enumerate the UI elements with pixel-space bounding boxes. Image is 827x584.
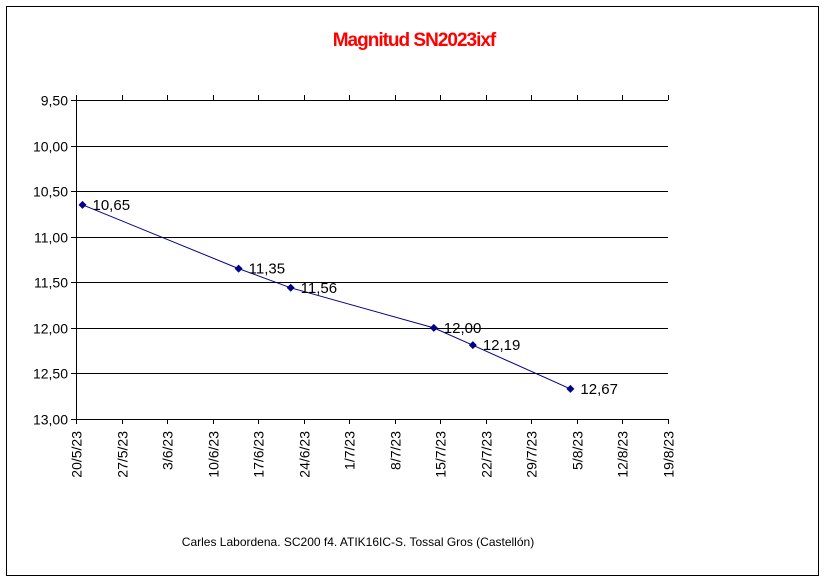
x-tick-label: 19/8/23 — [661, 431, 677, 478]
data-label: 11,56 — [301, 280, 337, 297]
x-tick-label: 20/5/23 — [69, 431, 85, 478]
y-tick-label: 9,50 — [41, 93, 68, 109]
chart-title: Magnitud SN2023ixf — [333, 30, 497, 51]
x-tick-label: 27/5/23 — [115, 431, 131, 478]
x-tick-label: 3/6/23 — [160, 431, 176, 470]
gridlines — [76, 100, 668, 374]
data-markers — [78, 200, 575, 393]
y-tick-label: 11,00 — [34, 230, 68, 246]
y-tick-label: 11,50 — [34, 275, 68, 291]
x-tick-label: 17/6/23 — [251, 431, 267, 478]
data-label: 11,35 — [249, 261, 285, 278]
y-tick-label: 10,50 — [33, 184, 68, 200]
y-tick-label: 12,50 — [33, 366, 68, 382]
y-tick-labels: 9,50 10,00 10,50 11,00 11,50 12,00 12,50 13,00 — [33, 93, 68, 428]
chart-footer: Carles Labordena. SC200 f4. ATIK16IC-S. … — [182, 535, 534, 549]
x-tick-labels: 20/5/23 27/5/23 3/6/23 10/6/23 17/6/23 24/6/2… — [69, 431, 677, 478]
y-tick-label: 12,00 — [33, 321, 68, 337]
data-point-marker — [234, 264, 243, 273]
y-tick-label: 10,00 — [33, 139, 68, 155]
data-point-marker — [78, 200, 87, 209]
data-point-marker — [286, 283, 295, 292]
data-label: 12,00 — [444, 320, 482, 337]
x-tick-label: 24/6/23 — [297, 431, 313, 478]
x-tick-label: 10/6/23 — [206, 431, 222, 478]
x-tick-label: 8/7/23 — [388, 431, 404, 470]
x-tick-label: 5/8/23 — [570, 431, 586, 470]
data-point-marker — [429, 323, 438, 332]
x-tick-label: 1/7/23 — [342, 431, 358, 470]
x-tick-label: 12/8/23 — [615, 431, 631, 478]
axes — [71, 95, 669, 424]
y-tick-label: 13,00 — [33, 412, 68, 428]
x-tick-label: 29/7/23 — [524, 431, 540, 478]
data-label: 12,67 — [580, 381, 618, 398]
data-point-marker — [566, 384, 575, 393]
x-tick-label: 15/7/23 — [433, 431, 449, 478]
data-label: 12,19 — [483, 337, 521, 354]
series-line — [82, 204, 571, 390]
data-label: 10,65 — [93, 197, 131, 214]
series-line-path — [82, 204, 571, 390]
x-tick-label: 22/7/23 — [479, 431, 495, 478]
data-point-marker — [468, 341, 477, 350]
